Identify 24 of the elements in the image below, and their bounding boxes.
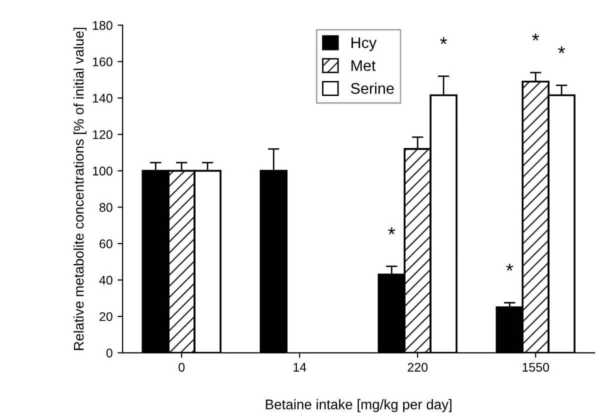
data-label: * [440,37,448,44]
x-tick-label: 220 [408,362,428,372]
legend-label: Met [352,60,376,71]
data-label: * [506,264,514,271]
x-tick-label: 14 [294,362,306,372]
y-tick-label: 60 [100,239,112,248]
y-tick-label: 0 [106,348,112,358]
data-label: * [532,34,540,40]
y-tick-label: 120 [92,130,112,140]
y-tick-label: 20 [100,312,112,322]
y-tick-label: 160 [92,57,112,66]
data-label: * [388,227,396,234]
y-tick-label: 40 [99,276,112,285]
legend-label: Serine [350,82,394,94]
data-label: * [558,46,566,54]
y-axis-title: Relative metabolite concentrations [% of initial value] [74,28,86,350]
y-tick-label: 100 [92,166,112,176]
x-tick-label: 1550 [522,362,550,372]
x-axis-title: Betaine intake [mg/kg per day] [266,399,452,412]
y-tick-label: 140 [92,94,112,103]
y-tick-label: 80 [100,203,112,212]
x-tick-label: 0 [178,362,185,372]
legend-label: Hcy [352,37,377,52]
y-tick-label: 180 [92,21,112,30]
